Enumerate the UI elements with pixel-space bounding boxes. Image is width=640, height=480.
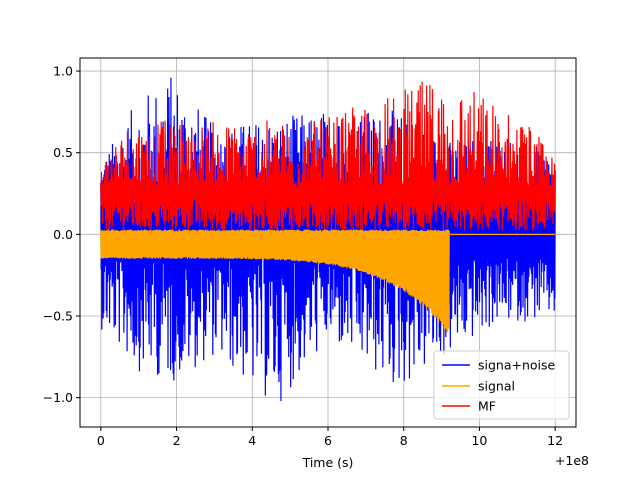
x-axis-ticks: 0 2 4 6 8 10 12 (97, 427, 563, 448)
x-tick-label: 4 (248, 433, 256, 448)
y-tick-label: −0.5 (43, 308, 73, 323)
series-signal-line (100, 229, 556, 333)
y-tick-label: 0.0 (53, 227, 73, 242)
x-tick-label: 10 (471, 433, 487, 448)
y-axis-ticks: −1.0 −0.5 0.0 0.5 1.0 (43, 64, 80, 405)
y-tick-label: 0.5 (53, 145, 73, 160)
x-axis-offset-label: +1e8 (555, 453, 589, 468)
legend-label-mf: MF (478, 399, 496, 414)
y-tick-label: −1.0 (43, 390, 73, 405)
legend-box (433, 350, 570, 420)
x-tick-label: 0 (97, 433, 105, 448)
legend: signa+noise signal MF (433, 350, 570, 420)
x-tick-label: 12 (547, 433, 563, 448)
x-tick-label: 8 (400, 433, 408, 448)
series-layer (100, 77, 556, 402)
x-axis-label: Time (s) (302, 455, 354, 470)
x-tick-label: 6 (324, 433, 332, 448)
legend-label-signal: signal (478, 379, 515, 394)
x-tick-label: 2 (173, 433, 181, 448)
y-tick-label: 1.0 (53, 64, 73, 79)
series-mf-line (100, 81, 556, 232)
legend-label-signa-noise: signa+noise (478, 358, 556, 373)
